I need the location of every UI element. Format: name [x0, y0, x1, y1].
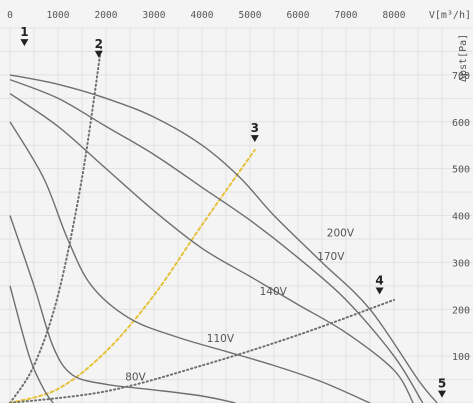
x-tick-label: 7000 [335, 10, 358, 21]
marker-label: 5 [438, 377, 446, 391]
y-axis-ticks: 100 200 300 400 500 600 700 [452, 71, 470, 363]
marker-label: 2 [95, 37, 103, 51]
fan-curve-200V [9, 74, 438, 403]
x-tick-label: 8000 [383, 10, 406, 21]
y-tick-label: 600 [452, 118, 470, 129]
y-axis-label: Δpst[Pa] [458, 34, 469, 82]
x-tick-label: 4000 [191, 10, 214, 21]
x-axis-label: V[m³/h] [429, 10, 471, 21]
speed-label: 170V [317, 251, 345, 263]
system-curve-3 [9, 148, 256, 403]
y-tick-label: 100 [452, 352, 470, 363]
y-tick-label: 700 [452, 71, 470, 82]
speed-label: 80V [125, 372, 146, 384]
speed-label: 140V [260, 286, 288, 298]
y-tick-label: 500 [452, 165, 470, 176]
marker-label: 3 [251, 121, 259, 135]
fan-curve-140V [9, 93, 414, 403]
marker-triangle [375, 287, 384, 295]
fan-curve-80V [9, 215, 236, 403]
x-tick-label: 0 [7, 10, 13, 21]
x-tick-label: 5000 [239, 10, 262, 21]
y-tick-label: 200 [452, 305, 470, 316]
fan-curve-170V [9, 78, 424, 403]
x-tick-label: 1000 [47, 10, 70, 21]
y-tick-label: 400 [452, 212, 470, 223]
operating-point-markers: 1 2 3 4 5 [20, 25, 446, 398]
speed-label: 200V [327, 228, 355, 240]
marker-label: 4 [375, 274, 383, 288]
marker-triangle [20, 39, 29, 47]
fan-curve-110V [9, 121, 371, 403]
system-curve-4 [9, 298, 395, 403]
fan-curve-series-5 [9, 285, 54, 403]
y-tick-label: 300 [452, 258, 470, 269]
marker-label: 1 [20, 25, 28, 39]
fan-curves [9, 74, 438, 403]
x-tick-label: 6000 [287, 10, 310, 21]
x-tick-label: 2000 [95, 10, 118, 21]
marker-triangle [250, 135, 259, 143]
speed-label: 110V [207, 333, 235, 345]
speed-labels: 200V 170V 140V 110V 80V [125, 228, 355, 384]
x-tick-label: 3000 [143, 10, 166, 21]
marker-triangle [94, 50, 103, 58]
grid [0, 27, 473, 403]
marker-triangle [438, 390, 446, 398]
x-axis-ticks: 0 1000 2000 3000 4000 5000 6000 7000 8000 [7, 10, 406, 21]
